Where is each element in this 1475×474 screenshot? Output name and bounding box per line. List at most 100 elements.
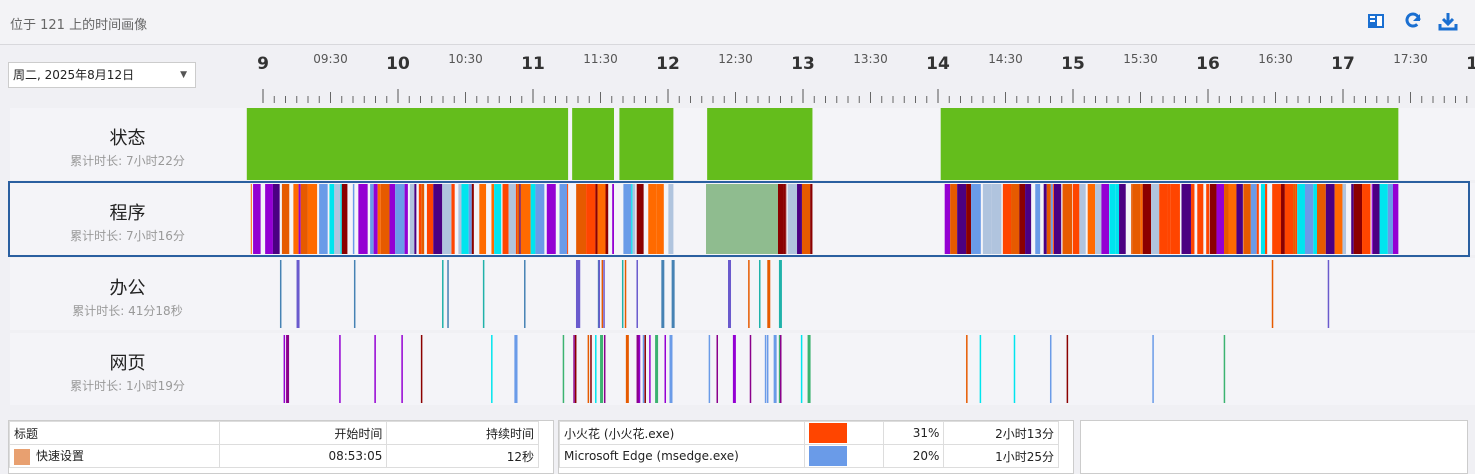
- row-total: 累计时长: 1小时19分: [70, 379, 185, 393]
- activity-stripe: [638, 335, 641, 403]
- activity-stripe: [1049, 335, 1052, 403]
- activity-stripe: [296, 260, 300, 328]
- color-swatch: [809, 446, 847, 466]
- program-stripe: [1260, 184, 1266, 254]
- activity-stripe: [624, 260, 627, 328]
- activity-stripe: [595, 335, 597, 403]
- row-label[interactable]: 网页累计时长: 1小时19分: [10, 333, 245, 405]
- program-stripe: [656, 184, 664, 254]
- activity-stripe: [773, 335, 777, 403]
- status-segment: [246, 108, 569, 180]
- top-bar: 位于 121 上的时间画像: [0, 0, 1475, 45]
- activity-stripe: [642, 335, 645, 403]
- app-row[interactable]: Microsoft Edge (msedge.exe) 20% 1小时25分: [559, 444, 1059, 468]
- activity-stripe: [644, 335, 646, 403]
- activity-stripe: [807, 335, 811, 403]
- activity-stripe: [664, 335, 667, 403]
- app-percent: 31%: [883, 421, 945, 445]
- table-row[interactable]: 快速设置 08:53:05 12秒: [9, 444, 539, 468]
- program-stripe: [1159, 184, 1168, 254]
- panel-button[interactable]: [1366, 11, 1386, 31]
- cell: 08:53:05: [219, 444, 388, 468]
- app-row[interactable]: 小火花 (小火花.exe) 31% 2小时13分: [559, 421, 1059, 445]
- cell: 12秒: [386, 444, 539, 468]
- app-percent: 20%: [883, 444, 945, 468]
- activity-stripe: [286, 335, 290, 403]
- program-stripe: [319, 184, 328, 254]
- program-stripe: [1050, 184, 1053, 254]
- activity-stripe: [800, 335, 803, 403]
- activity-stripe: [562, 335, 565, 403]
- program-stripe: [1392, 184, 1399, 254]
- program-stripe: [1140, 184, 1143, 254]
- hour-label: 17: [1331, 54, 1355, 74]
- program-stripe: [605, 184, 609, 254]
- download-button[interactable]: [1438, 11, 1458, 31]
- program-stripe: [950, 184, 958, 254]
- row-bg: [245, 333, 1475, 405]
- activity-stripe: [339, 335, 341, 403]
- activity-stripe: [716, 335, 719, 403]
- half-hour-label: 09:30: [313, 52, 348, 66]
- program-stripe: [253, 184, 261, 254]
- activity-stripe: [524, 260, 526, 328]
- date-picker[interactable]: 周二, 2025年8月12日 ▼: [8, 62, 196, 88]
- program-stripe: [1087, 184, 1096, 254]
- program-stripe: [1250, 184, 1257, 254]
- program-stripe: [1053, 184, 1062, 254]
- program-stripe: [1181, 184, 1191, 254]
- program-stripe: [1151, 184, 1160, 254]
- row-label[interactable]: 状态 累计时长: 7小时22分: [10, 108, 245, 180]
- row-bg: [245, 258, 1475, 330]
- hour-label: 12: [656, 54, 680, 74]
- program-stripe: [1353, 184, 1363, 254]
- program-stripe: [1334, 184, 1343, 254]
- program-stripe: [1002, 184, 1012, 254]
- selection-border: [8, 181, 1470, 257]
- activity-stripe: [573, 335, 575, 403]
- program-stripe: [1387, 184, 1393, 254]
- program-stripe: [957, 184, 967, 254]
- program-stripe: [370, 184, 374, 254]
- row-name: 程序: [109, 203, 146, 224]
- program-stripe: [1062, 184, 1073, 254]
- app-name: 小火花 (小火花.exe): [559, 421, 805, 445]
- hour-label: 10: [386, 54, 410, 74]
- event-table: 标题 开始时间 持续时间 快速设置 08:53:05 12秒: [8, 420, 554, 474]
- status-segment: [572, 108, 614, 180]
- program-stripe: [1079, 184, 1086, 254]
- header-cell[interactable]: 持续时间: [386, 421, 539, 445]
- row-total: 累计时长: 7小时22分: [70, 154, 185, 168]
- program-stripe: [623, 184, 632, 254]
- program-stripe: [1131, 184, 1133, 254]
- page-title: 位于 121 上的时间画像: [10, 18, 148, 33]
- date-text: 周二, 2025年8月12日: [13, 68, 135, 82]
- header-cell[interactable]: 标题: [9, 421, 221, 445]
- activity-stripe: [708, 335, 711, 403]
- activity-stripe: [603, 260, 605, 328]
- header-cell[interactable]: 开始时间: [219, 421, 388, 445]
- program-stripe: [281, 184, 290, 254]
- hour-label: 14: [926, 54, 950, 74]
- program-stripe: [1236, 184, 1243, 254]
- row-label[interactable]: 程序 累计时长: 7小时16分: [10, 183, 245, 255]
- activity-stripe: [625, 335, 629, 403]
- row-name: 网页: [109, 353, 146, 374]
- detail-panel: [1080, 420, 1468, 474]
- activity-stripe: [442, 260, 444, 328]
- activity-stripe: [732, 335, 736, 403]
- program-stripe: [433, 184, 443, 254]
- half-hour-label: 10:30: [448, 52, 483, 66]
- program-stripe: [1019, 184, 1026, 254]
- program-stripe: [426, 184, 434, 254]
- refresh-button[interactable]: [1403, 11, 1423, 31]
- program-stripe: [1228, 184, 1237, 254]
- activity-stripe: [447, 260, 449, 328]
- program-stripe: [1011, 184, 1020, 254]
- row-label[interactable]: 办公 累计时长: 41分18秒: [10, 258, 245, 330]
- program-stripe: [810, 184, 813, 254]
- program-stripe: [519, 184, 521, 254]
- program-stripe: [1224, 184, 1229, 254]
- activity-stripe: [669, 335, 673, 403]
